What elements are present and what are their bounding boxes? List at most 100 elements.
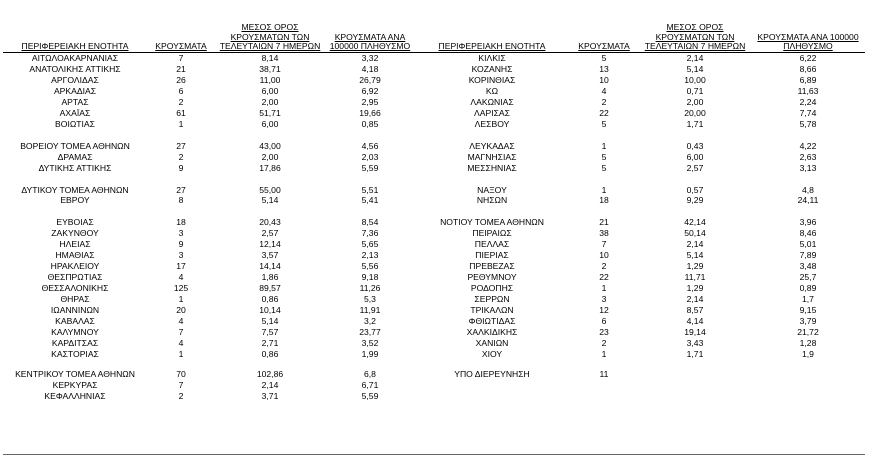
left-cases-cell: 9 — [178, 239, 184, 250]
left-region-cell: ΑΡΚΑΔΙΑΣ — [53, 85, 97, 96]
right-region-cell: ΛΑΚΩΝΙΑΣ — [470, 96, 514, 107]
table-row: ΗΡΑΚΛΕΙΟΥ 17 14,14 5,56 ΠΡΕΒΕΖΑΣ 2 1,29 3,48 — [3, 261, 865, 272]
left-region-cell: ΚΑΡΔΙΤΣΑΣ — [51, 337, 99, 348]
right-avg7-cell: 2,00 — [686, 96, 704, 107]
right-region-cell: ΚΙΛΚΙΣ — [478, 53, 506, 63]
right-avg7-cell: 8,57 — [686, 305, 704, 316]
right-avg7-cell: 2,14 — [686, 53, 704, 63]
left-cases-cell: 61 — [176, 107, 186, 118]
right-region-cell: ΜΑΓΝΗΣΙΑΣ — [467, 151, 517, 162]
left-region-cell: ΚΕΡΚΥΡΑΣ — [52, 379, 98, 390]
spacer-cell — [325, 130, 415, 141]
right-region-cell: ΚΟΖΑΝΗΣ — [471, 63, 513, 74]
left-avg7-cell: 3,71 — [261, 390, 279, 401]
right-cases-cell: 5 — [601, 151, 607, 162]
left-avg7-cell: 1,86 — [261, 272, 279, 283]
right-region-cell: ΦΘΙΩΤΙΔΑΣ — [468, 316, 516, 327]
table-row: ΕΥΒΟΙΑΣ 18 20,43 8,54 ΝΟΤΙΟΥ ΤΟΜΕΑ ΑΘΗΝΩΝ 21 4… — [3, 217, 865, 228]
left-avg7-cell: 5,14 — [261, 195, 279, 206]
left-per100k-cell: 7,36 — [361, 228, 379, 239]
table-row: ΚΕΝΤΡΙΚΟΥ ΤΟΜΕΑ ΑΘΗΝΩΝ 70 102,86 6,8 ΥΠΟ ΔΙΕ… — [3, 360, 865, 380]
spacer-cell — [325, 174, 415, 185]
right-avg7-cell: 6,00 — [686, 151, 704, 162]
right-cases-cell: 2 — [601, 261, 607, 272]
left-region-cell: ΒΟΙΩΤΙΑΣ — [55, 118, 95, 129]
left-per100k-cell: 5,3 — [364, 294, 376, 305]
left-per100k-cell: 23,77 — [359, 326, 381, 337]
right-cases-cell: 1 — [601, 348, 607, 359]
left-avg7-cell: 2,00 — [261, 96, 279, 107]
right-region-cell: ΝΟΤΙΟΥ ΤΟΜΕΑ ΑΘΗΝΩΝ — [440, 217, 544, 228]
left-avg7-cell: 7,57 — [261, 326, 279, 337]
left-per100k-cell: 4,18 — [361, 63, 379, 74]
cases-table-sheet: ΠΕΡΙΦΕΡΕΙΑΚΗ ΕΝΟΤΗΤΑ ΚΡΟΥΣΜΑΤΑ ΜΕΣΟΣ ΟΡΟ… — [3, 14, 865, 402]
left-cases-cell: 1 — [178, 118, 184, 129]
right-region-cell: ΧΑΛΚΙΔΙΚΗΣ — [466, 326, 518, 337]
left-cases-cell: 26 — [176, 74, 186, 85]
right-cases-cell: 5 — [601, 162, 607, 173]
header-region-left: ΠΕΡΙΦΕΡΕΙΑΚΗ ΕΝΟΤΗΤΑ — [3, 14, 147, 53]
spacer-cell — [415, 206, 569, 217]
right-avg7-cell: 10,00 — [684, 74, 706, 85]
table-row: ΒΟΙΩΤΙΑΣ 1 6,00 0,85 ΛΕΣΒΟΥ 5 1,71 5,78 — [3, 119, 865, 130]
table-row: ΘΗΡΑΣ 1 0,86 5,3 ΣΕΡΡΩΝ 3 2,14 1,7 — [3, 294, 865, 305]
right-per100k-cell: 9,15 — [799, 305, 817, 316]
left-region-cell: ΔΥΤΙΚΟΥ ΤΟΜΕΑ ΑΘΗΝΩΝ — [21, 184, 129, 195]
right-avg7-cell: 3,43 — [686, 337, 704, 348]
right-region-cell: ΛΑΡΙΣΑΣ — [474, 107, 510, 118]
right-per100k-cell: 3,79 — [799, 316, 817, 327]
right-region-cell: ΚΟΡΙΝΘΙΑΣ — [468, 74, 516, 85]
right-cases-cell: 1 — [601, 140, 607, 151]
right-cases-cell: 2 — [601, 337, 607, 348]
left-per100k-cell: 4,56 — [361, 140, 379, 151]
spacer-cell — [215, 174, 325, 185]
right-region-cell: ΚΩ — [485, 85, 499, 96]
left-avg7-cell: 17,86 — [259, 162, 281, 173]
table-row: ΗΜΑΘΙΑΣ 3 3,57 2,13 ΠΙΕΡΙΑΣ 10 5,14 7,89 — [3, 250, 865, 261]
table-row: ΒΟΡΕΙΟΥ ΤΟΜΕΑ ΑΘΗΝΩΝ 27 43,00 4,56 ΛΕΥΚΑΔΑΣ 1… — [3, 141, 865, 152]
right-per100k-cell: 6,22 — [799, 53, 817, 63]
right-cases-cell: 2 — [601, 96, 607, 107]
right-region-cell: ΧΑΝΙΩΝ — [475, 337, 509, 348]
spacer-cell — [415, 130, 569, 141]
table-row: ΕΒΡΟΥ 8 5,14 5,41 ΝΗΣΩΝ 18 9,29 24,11 — [3, 195, 865, 206]
spacer-cell — [639, 206, 751, 217]
left-per100k-cell: 5,51 — [361, 184, 379, 195]
left-per100k-cell: 26,79 — [359, 74, 381, 85]
right-avg7-cell: 5,14 — [686, 63, 704, 74]
table-body: ΑΙΤΩΛΟΑΚΑΡΝΑΝΙΑΣ 7 8,14 3,32 ΚΙΛΚΙΣ 5 2,14 6,22… — [3, 53, 865, 402]
table-row: ΔΥΤΙΚΗΣ ΑΤΤΙΚΗΣ 9 17,86 5,59 ΜΕΣΣΗΝΙΑΣ 5 2,57 3… — [3, 163, 865, 174]
spacer-cell — [3, 174, 147, 185]
table-row: ΚΑΣΤΟΡΙΑΣ 1 0,86 1,99 ΧΙΟΥ 1 1,71 1,9 — [3, 349, 865, 360]
right-cases-cell: 5 — [601, 118, 607, 129]
header-cases-right: ΚΡΟΥΣΜΑΤΑ — [569, 14, 639, 53]
right-avg7-cell: 0,57 — [686, 184, 704, 195]
right-avg7-cell: 1,71 — [686, 348, 704, 359]
right-per100k-cell — [751, 360, 865, 380]
left-region-cell: ΕΥΒΟΙΑΣ — [56, 217, 94, 228]
right-region-cell: ΝΑΞΟΥ — [477, 184, 507, 195]
right-cases-cell: 6 — [601, 316, 607, 327]
left-region-cell: ΙΩΑΝΝΙΝΩΝ — [50, 305, 100, 316]
left-per100k-cell: 5,59 — [361, 162, 379, 173]
left-region-cell: ΚΕΦΑΛΛΗΝΙΑΣ — [44, 390, 106, 401]
right-cases-cell: 13 — [599, 63, 609, 74]
right-avg7-cell: 1,71 — [686, 118, 704, 129]
right-avg7-cell: 2,14 — [686, 294, 704, 305]
left-region-cell: ΘΗΡΑΣ — [60, 294, 90, 305]
left-per100k-cell: 11,91 — [359, 305, 381, 316]
right-per100k-cell: 2,63 — [799, 151, 817, 162]
left-region-cell: ΑΧΑΪΑΣ — [59, 107, 91, 118]
header-region-right: ΠΕΡΙΦΕΡΕΙΑΚΗ ΕΝΟΤΗΤΑ — [415, 14, 569, 53]
right-cases-cell: 10 — [599, 250, 609, 261]
left-cases-cell: 7 — [178, 53, 184, 63]
left-region-cell: ΚΑΒΑΛΑΣ — [55, 316, 95, 327]
left-avg7-cell: 20,43 — [259, 217, 281, 228]
right-region-cell: ΠΙΕΡΙΑΣ — [475, 250, 509, 261]
left-avg7-cell: 8,14 — [261, 53, 279, 63]
right-avg7-cell: 1,29 — [686, 283, 704, 294]
left-avg7-cell: 11,00 — [259, 74, 281, 85]
left-region-cell: ΘΕΣΠΡΩΤΙΑΣ — [47, 272, 103, 283]
spacer-cell — [639, 174, 751, 185]
left-region-cell: ΔΡΑΜΑΣ — [57, 151, 93, 162]
